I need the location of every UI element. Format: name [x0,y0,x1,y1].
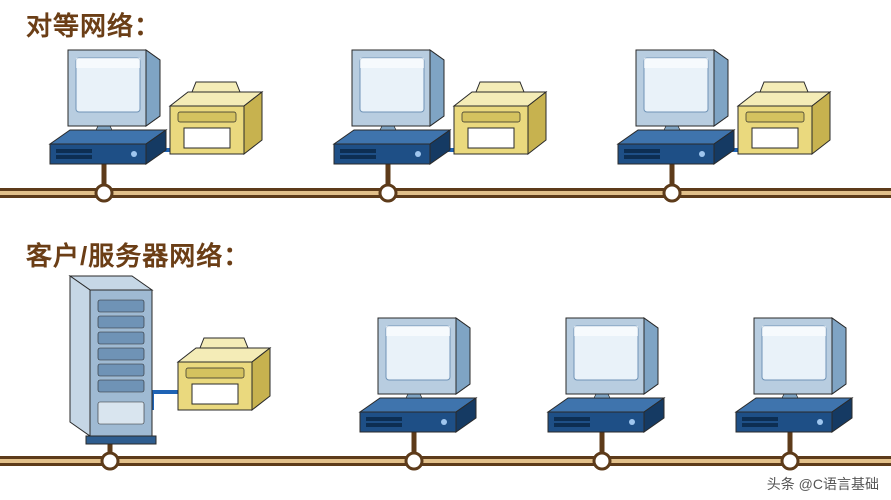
footer-credit: 头条 @C语言基础 [767,474,879,494]
peer-diagram [0,0,891,220]
client-server-section: 客户/服务器网络： [0,220,891,500]
client-server-diagram [0,220,891,500]
peer-network-section: 对等网络： [0,0,891,220]
